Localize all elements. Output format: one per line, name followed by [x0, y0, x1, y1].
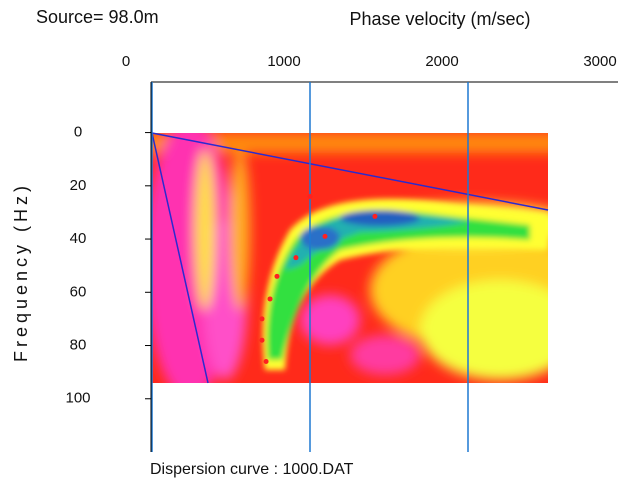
source-label: Source= 98.0m [36, 7, 159, 27]
y-tick-label: 100 [65, 390, 90, 407]
y-axis-label: Frequency (Hz) [11, 182, 31, 362]
x-tick-label: 2000 [425, 53, 458, 70]
y-tick-label: 60 [70, 283, 87, 300]
dispersion-image [152, 133, 548, 383]
dispersion-point [259, 337, 265, 343]
dispersion-point [263, 358, 269, 364]
y-tick-label: 80 [70, 336, 87, 353]
dispersion-point [322, 233, 328, 239]
dispersion-point [259, 316, 265, 322]
velocity-line [151, 132, 209, 384]
dispersion-point [267, 296, 273, 302]
y-tick-label: 0 [74, 124, 82, 141]
y-tick-label: 40 [70, 230, 87, 247]
dispersion-point [307, 193, 313, 199]
x-tick-label: 1000 [267, 53, 300, 70]
x-axis-label: Phase velocity (m/sec) [349, 9, 530, 29]
y-tick-label: 20 [70, 177, 87, 194]
dispersion-point [293, 255, 299, 261]
dispersion-point [372, 213, 378, 219]
x-tick-label: 0 [122, 53, 130, 70]
x-tick-label: 3000 [583, 53, 616, 70]
velocity-line [151, 132, 549, 211]
footer: Dispersion curve : 1000.DAT [150, 461, 354, 478]
dispersion-point [274, 273, 280, 279]
